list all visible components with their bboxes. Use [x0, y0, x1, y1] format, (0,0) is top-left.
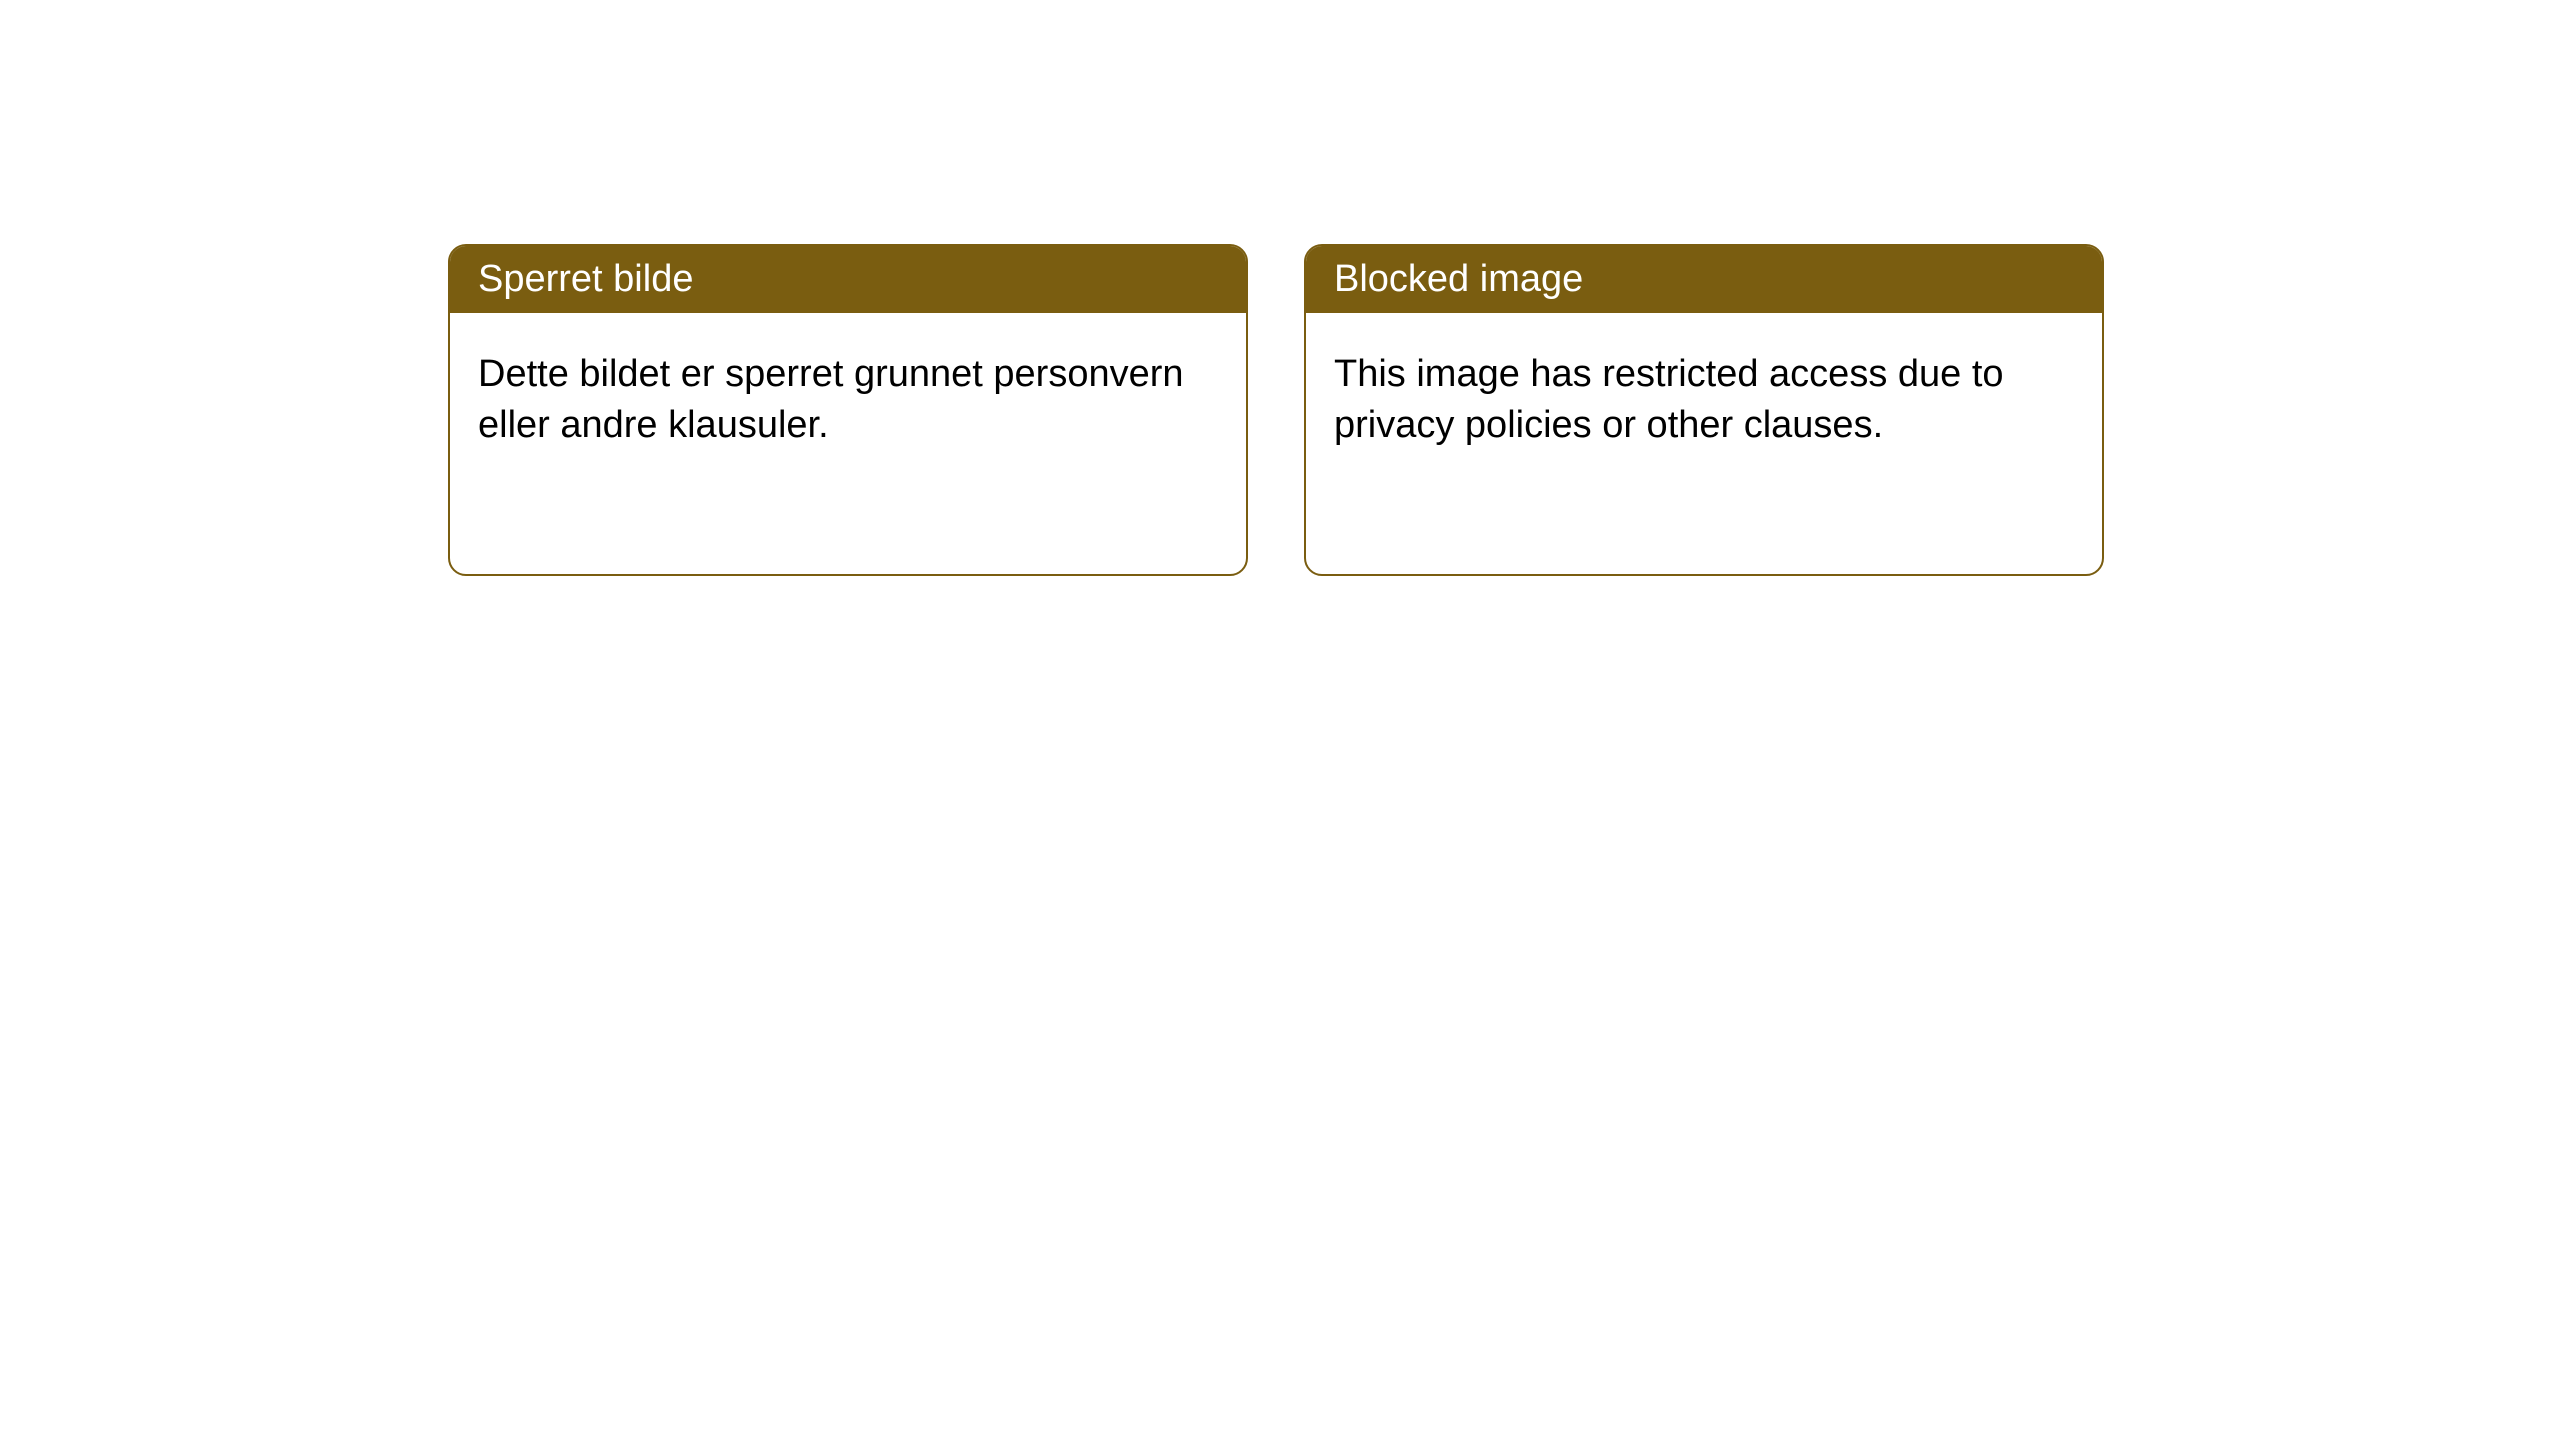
- card-text-english: This image has restricted access due to …: [1334, 353, 2004, 446]
- card-body-norwegian: Dette bildet er sperret grunnet personve…: [450, 313, 1246, 488]
- card-title-norwegian: Sperret bilde: [478, 258, 693, 300]
- card-text-norwegian: Dette bildet er sperret grunnet personve…: [478, 353, 1184, 446]
- card-norwegian: Sperret bilde Dette bildet er sperret gr…: [448, 244, 1248, 576]
- card-title-english: Blocked image: [1334, 258, 1583, 300]
- card-english: Blocked image This image has restricted …: [1304, 244, 2104, 576]
- card-header-english: Blocked image: [1306, 246, 2102, 313]
- card-body-english: This image has restricted access due to …: [1306, 313, 2102, 488]
- card-header-norwegian: Sperret bilde: [450, 246, 1246, 313]
- blocked-image-cards: Sperret bilde Dette bildet er sperret gr…: [448, 244, 2104, 576]
